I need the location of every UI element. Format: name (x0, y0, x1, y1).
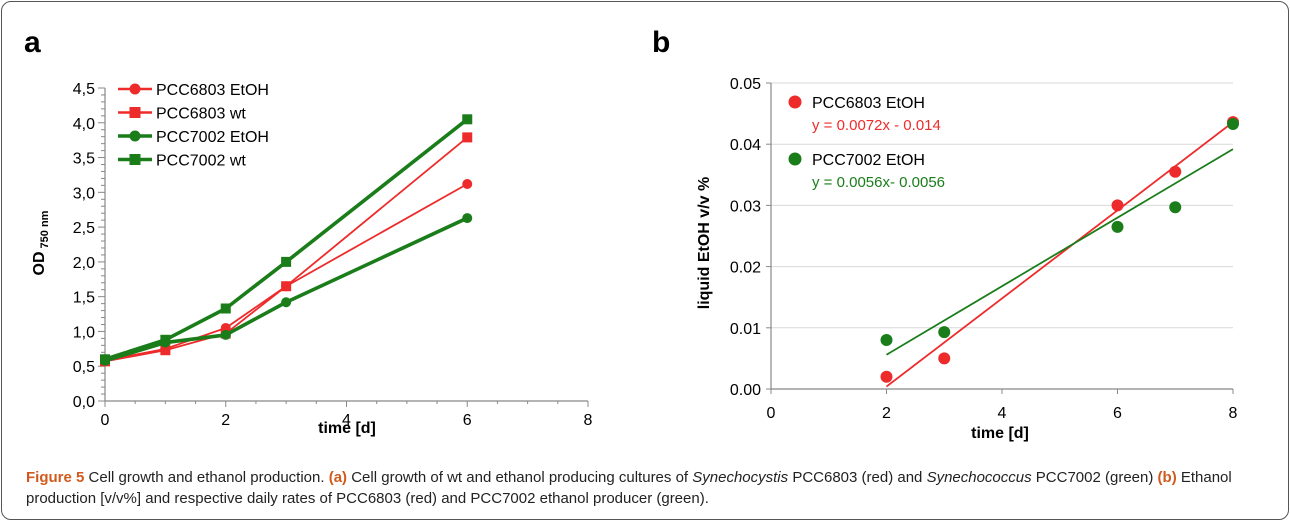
panel-b-legend-marker (788, 95, 802, 109)
panel-a-data-point (220, 329, 231, 340)
panel-a-y-tick-label: 2,0 (73, 255, 95, 272)
panel-a-series-4 (100, 114, 473, 365)
panel-a-y-tick-label: 1,5 (73, 290, 95, 307)
panel-a-legend-marker (129, 107, 141, 118)
panel-a-legend-label: PCC7002 wt (156, 153, 246, 170)
panel-a-y-tick-label: 4,5 (73, 81, 95, 98)
panel-a-y-tick-label: 3,5 (73, 151, 95, 168)
caption-figure-label: Figure 5 (26, 469, 85, 486)
panel-a-legend-label: PCC6803 EtOH (156, 82, 269, 99)
panel-b-y-tick-label: 0.02 (730, 260, 761, 277)
panel-a-legend-marker (129, 130, 141, 142)
panel-a-data-point (281, 297, 292, 308)
panel-a-data-point (462, 132, 473, 143)
panel-a-y-tick-label: 1,0 (73, 324, 95, 341)
panel-b-x-tick-label: 4 (998, 405, 1007, 422)
panel-b-data-point (938, 352, 951, 365)
panel-a-data-point (220, 303, 231, 314)
panel-b-data-point (938, 326, 951, 339)
panel-b-x-tick-label: 2 (882, 405, 891, 422)
panel-b-y-tick-label: 0.01 (730, 321, 761, 338)
panel-a-x-tick-label: 0 (101, 412, 110, 429)
panel-b-data-point (1111, 220, 1124, 233)
panel-a-legend-marker (129, 83, 141, 95)
panel-a-x-axis-title: time [d] (318, 420, 376, 437)
panel-a-legend-label: PCC7002 EtOH (156, 129, 269, 146)
caption-text-a3: PCC7002 (green) (1035, 469, 1154, 486)
caption-text-b: Ethanol production [v/v%] and respective… (26, 469, 1232, 507)
panel-a-series-line (104, 183, 468, 362)
panel-b-legend-label: PCC7002 EtOH (812, 152, 925, 169)
panel-a-y-tick-label: 2,5 (73, 220, 95, 237)
panel-b-trend-equation: y = 0.0072x - 0.014 (812, 117, 941, 134)
panel-b-data-point (1227, 118, 1239, 131)
panel-b-letter: b (652, 26, 670, 59)
panel-b-data-point (1169, 165, 1182, 178)
panel-b-y-tick-label: 0.03 (730, 198, 761, 215)
panel-b-y-tick-label: 0.00 (730, 382, 761, 399)
figure-caption: Figure 5 Cell growth and ethanol product… (26, 467, 1276, 509)
panel-a-x-tick-label: 4 (342, 412, 351, 429)
panel-a-data-point (160, 345, 171, 356)
panel-b-legend-marker (788, 152, 802, 166)
panel-a-x-tick-label: 8 (584, 412, 593, 429)
panel-a-legend-label: PCC6803 wt (156, 106, 246, 123)
caption-species-2: Synechococcus (926, 469, 1032, 486)
panel-a-x-tick-label: 2 (221, 412, 230, 429)
panel-a-data-point (462, 178, 473, 189)
panel-a-y-tick-label: 0,0 (73, 394, 95, 411)
panel-a-data-point (160, 334, 171, 345)
panel-b-legend-label: PCC6803 EtOH (812, 95, 925, 112)
panel-a-data-point (281, 256, 292, 267)
panel-b-y-axis-title: liquid EtOH v/v % (696, 177, 713, 309)
panel-a-chart: a 0,0 0,5 1,0 1,5 2,0 2,5 3,0 3,5 4,0 4,5 0 2 4 6 8 PC… (24, 26, 593, 437)
panel-b-data-point (1169, 201, 1182, 214)
panel-b-x-tick-label: 8 (1229, 405, 1238, 422)
panel-b-series-2 (880, 118, 1239, 356)
caption-title: Cell growth and ethanol production. (88, 469, 325, 486)
panel-a-series-line (104, 136, 468, 363)
panel-b-trend-equation: y = 0.0056x- 0.0056 (812, 174, 945, 191)
caption-ref-a: (a) (328, 469, 348, 486)
panel-a-data-point (462, 213, 473, 224)
panel-a-series-1 (100, 178, 473, 366)
panel-b-x-tick-label: 6 (1113, 405, 1122, 422)
panel-a-letter: a (24, 26, 41, 59)
caption-text-a2: PCC6803 (red) and (792, 469, 923, 486)
panel-a-y-tick-label: 0,5 (73, 359, 95, 376)
panel-a-x-tick-label: 6 (463, 412, 472, 429)
panel-b-y-tick-label: 0.04 (730, 137, 761, 154)
panel-a-y-axis-title: OD750 nm (31, 210, 51, 275)
panel-b-data-point (880, 334, 893, 347)
panel-a-data-point (100, 354, 110, 365)
panel-b-trendline (886, 148, 1234, 356)
panel-a-y-tick-label: 4,0 (73, 116, 95, 133)
panel-b-x-tick-label: 0 (767, 405, 776, 422)
panel-b-data-point (880, 370, 893, 383)
panel-b-x-axis-title: time [d] (971, 425, 1029, 442)
caption-species-1: Synechocystis (692, 469, 789, 486)
caption-text-a1: Cell growth of wt and ethanol producing … (351, 469, 689, 486)
panel-b-chart: b 0.00 0.01 0.02 0.03 0.04 0.05 0 2 4 6 8 PCC6803 … (652, 26, 1239, 442)
figure-charts: a 0,0 0,5 1,0 1,5 2,0 2,5 3,0 3,5 4,0 4,5 0 2 4 6 8 PC… (24, 26, 1239, 442)
panel-b-data-point (1111, 199, 1124, 212)
panel-a-data-point (462, 114, 473, 125)
panel-a-data-point (281, 281, 292, 292)
panel-a-y-tick-label: 3,0 (73, 185, 95, 202)
panel-b-trendline (885, 121, 1234, 388)
panel-b-y-tick-label: 0.05 (730, 76, 761, 93)
panel-a-legend-marker (129, 154, 141, 165)
caption-ref-b: (b) (1157, 469, 1177, 486)
